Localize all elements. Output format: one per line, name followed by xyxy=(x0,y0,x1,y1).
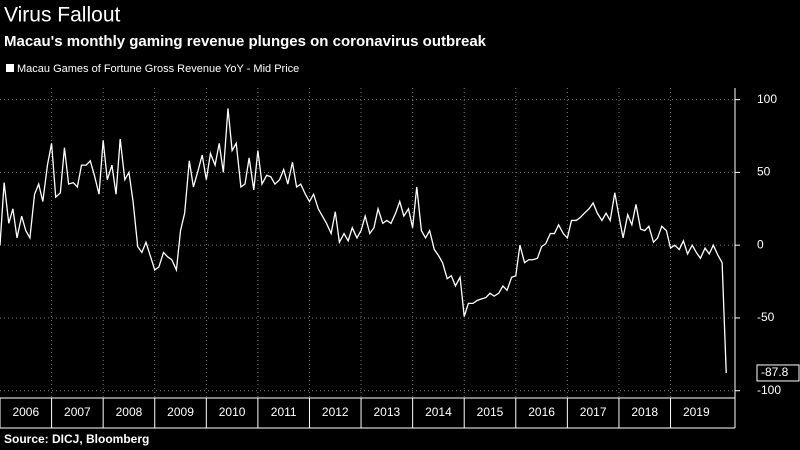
line-series xyxy=(0,108,727,373)
x-tick-label: 2009 xyxy=(167,405,194,419)
x-tick-label: 2014 xyxy=(425,405,452,419)
last-value-box xyxy=(756,364,800,382)
x-tick-label: 2019 xyxy=(683,405,710,419)
x-tick-label: 2006 xyxy=(12,405,39,419)
legend-label: Macau Games of Fortune Gross Revenue YoY… xyxy=(17,63,299,75)
y-tick-label: -100 xyxy=(757,383,781,397)
x-tick-label: 2013 xyxy=(373,405,400,419)
x-tick-label: 2010 xyxy=(219,405,246,419)
x-tick-label: 2018 xyxy=(631,405,658,419)
y-tick-label: 0 xyxy=(757,237,764,251)
x-tick-label: 2011 xyxy=(271,405,297,419)
source: Source: DICJ, Bloomberg xyxy=(4,432,149,446)
chart-title: Virus Fallout xyxy=(4,4,120,27)
y-tick-label: 50 xyxy=(757,165,771,179)
x-tick-label: 2015 xyxy=(477,405,504,419)
x-tick-label: 2016 xyxy=(528,405,555,419)
chart-subtitle: Macau's monthly gaming revenue plunges o… xyxy=(4,33,487,50)
last-value-label: -87.8 xyxy=(761,365,789,379)
x-tick-label: 2008 xyxy=(116,405,143,419)
y-tick-label: 100 xyxy=(757,92,777,106)
y-tick-label: -50 xyxy=(757,310,775,324)
x-tick-label: 2012 xyxy=(322,405,349,419)
x-tick-label: 2007 xyxy=(64,405,91,419)
legend-swatch xyxy=(6,64,14,72)
x-tick-label: 2017 xyxy=(580,405,607,419)
